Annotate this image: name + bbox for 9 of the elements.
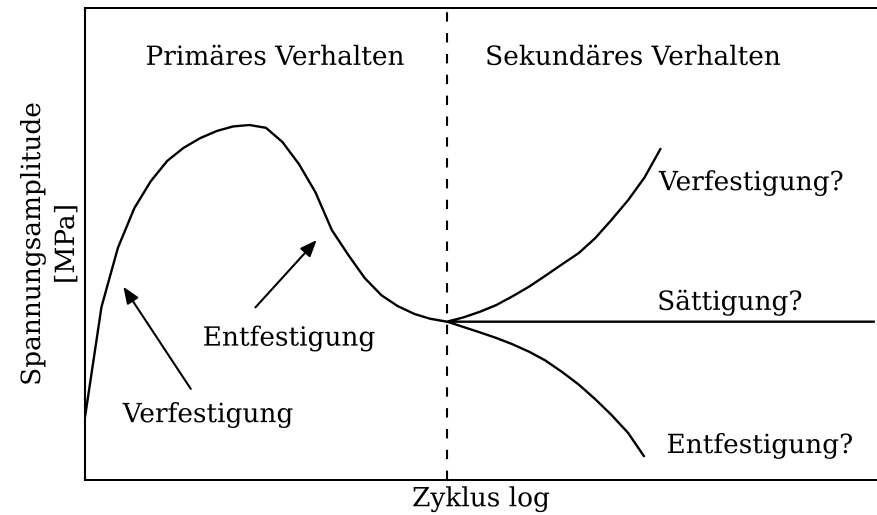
text: Primäres Verhalten [146,44,404,66]
y-axis-title: Spannungsamplitude [MPa] [20,103,78,384]
series-label: Entfestigung? [668,432,852,459]
annotation: Entfestigung [204,326,375,352]
series-label: Sättigung? [659,290,802,316]
series-label: Verfestigung? [658,170,842,196]
x-axis-title: Zyklus log [413,486,550,512]
text: Sekundäres Verhalten [487,44,780,66]
annotation: Verfestigung [122,402,293,428]
